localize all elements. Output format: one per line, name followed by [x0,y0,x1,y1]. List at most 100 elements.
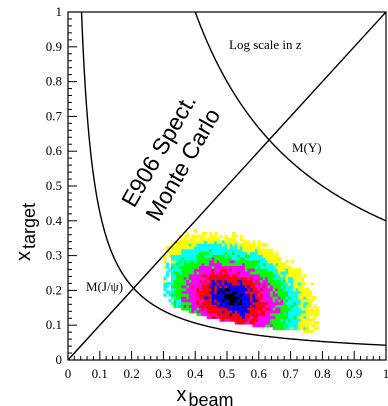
heatmap-cell [211,271,215,275]
heatmap-cell [265,301,269,306]
heatmap-cell [204,254,208,258]
heatmap-cell [214,245,218,250]
heatmap-cell [257,243,261,247]
heatmap-cell [193,309,198,314]
heatmap-cell [199,237,203,241]
heatmap-cell [209,287,213,292]
heatmap-cell [227,257,231,261]
heatmap-cell [310,329,315,333]
heatmap-cell [188,257,192,261]
heatmap-cell [252,268,256,272]
heatmap-cell [201,287,205,292]
heatmap-cell [244,321,248,325]
heatmap-cell [260,318,264,322]
heatmap-cell [270,318,274,322]
heatmap-cell [216,251,220,255]
heatmap-cell [280,312,284,317]
heatmap-cell [282,262,287,267]
upsilon-annotation: M(Υ) [292,140,322,155]
heatmap-cell [219,262,223,267]
heatmap-cell [293,296,297,300]
heatmap-cell [290,293,294,297]
curve-jpsi [80,11,387,346]
heatmap-cell [206,273,210,278]
heatmap-cell [293,279,297,283]
heatmap-cell [310,318,315,322]
heatmap-cell [227,296,231,300]
heatmap-cell [262,321,266,325]
heatmap-cell [260,273,264,278]
heatmap-cell [262,298,266,303]
heatmap-cell [224,248,228,253]
heatmap-cell [191,309,195,314]
heatmap-cell [257,268,261,272]
heatmap-cell [257,307,261,311]
heatmap-cell [221,287,226,292]
heatmap-cell [270,273,274,278]
heatmap-cell [295,326,299,331]
heatmap-cell [232,309,236,314]
heatmap-cell [295,301,299,306]
heatmap-cell [277,301,282,306]
heatmap-cell [239,268,243,272]
heatmap-cell [221,290,226,294]
heatmap-cell [310,307,315,311]
heatmap-cell [173,268,177,272]
heatmap-cell [186,293,190,297]
heatmap-cell [176,243,180,247]
heatmap-cell [199,282,203,286]
heatmap-cell [252,262,256,267]
heatmap-cell [260,259,264,264]
heatmap-cell [214,287,218,292]
heatmap-cell [298,271,302,275]
heatmap-cell [216,279,220,283]
heatmap-cell [216,304,220,308]
heatmap-cell [267,309,271,314]
heatmap-cell [204,290,208,294]
heatmap-cell [209,284,213,289]
heatmap-cell [186,259,190,264]
heatmap-cell [262,254,266,258]
heatmap-cell [288,309,292,314]
heatmap-cell [262,304,266,308]
heatmap-cell [209,315,213,319]
heatmap-cell [290,296,294,300]
heatmap-cell [280,309,284,314]
heatmap-cell [277,312,282,317]
heatmap-cell [254,268,259,272]
heatmap-cell [252,304,256,308]
heatmap-cell [232,315,236,319]
heatmap-cell [272,265,276,269]
heatmap-cell [252,243,256,247]
heatmap-cell [277,318,282,322]
heatmap-cell [308,329,312,333]
x-tick-label: 1 [383,366,388,381]
heatmap-cell [186,304,190,308]
heatmap-cell [183,254,187,258]
heatmap-cell [211,296,215,300]
heatmap-cell [300,326,304,331]
heatmap-cell [171,290,175,294]
heatmap-cell [193,257,198,261]
heatmap-cell [183,301,187,306]
heatmap-cell [181,279,185,283]
heatmap-cell [209,282,213,286]
heatmap-cell [252,293,256,297]
heatmap-cell [298,287,302,292]
y-tick-label: 0.5 [46,178,62,193]
heatmap-cell [168,298,172,303]
heatmap-cell [181,284,185,289]
heatmap-cell [247,273,251,278]
heatmap-cell [163,254,167,258]
heatmap-cell [186,243,190,247]
heatmap-cell [232,243,236,247]
heatmap-cell [186,296,190,300]
heatmap-cell [178,254,182,258]
heatmap-cell [206,279,210,283]
heatmap-cell [288,326,292,331]
heatmap-cell [178,276,182,280]
heatmap-cell [260,312,264,317]
heatmap-cell [211,273,215,278]
heatmap-cell [237,282,241,286]
heatmap-cell [214,271,218,275]
